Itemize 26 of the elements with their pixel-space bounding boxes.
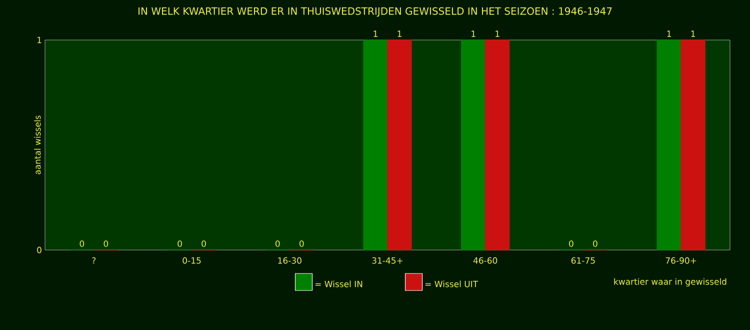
data-label: 1 [496,30,500,37]
data-label: 0 [178,240,182,247]
x-tick-label: 31-45+ [372,257,403,264]
x-axis-title: kwartier waar in gewisseld [614,278,726,286]
x-tick-label: 76-90+ [666,257,696,264]
legend-label: = Wissel UIT [425,280,478,288]
data-label: 0 [593,240,598,247]
data-label: 1 [472,30,476,37]
x-tick-label: 61-75 [571,257,595,264]
data-label: 0 [569,240,574,247]
y-axis-title: aantal wissels [34,116,41,174]
data-label: 1 [398,30,402,37]
x-tick-label: 16-30 [278,257,302,264]
x-tick-label: 0-15 [182,257,201,264]
data-label: 0 [104,240,108,247]
x-tick-label: 46-60 [473,257,498,264]
data-label: 1 [691,30,695,37]
data-label: 1 [667,30,671,37]
data-label: 1 [374,30,378,37]
chart-title: IN WELK KWARTIER WERD ER IN THUISWEDSTRIJDEN GEWISSELD IN HET SEIZOEN : 1946-1947 [138,7,612,17]
data-label: 0 [300,240,304,247]
data-label: 0 [80,240,84,247]
legend-label: = Wissel IN [315,280,362,288]
x-tick-label: ? [92,257,96,264]
data-label: 0 [202,240,206,247]
data-label: 0 [276,240,280,247]
